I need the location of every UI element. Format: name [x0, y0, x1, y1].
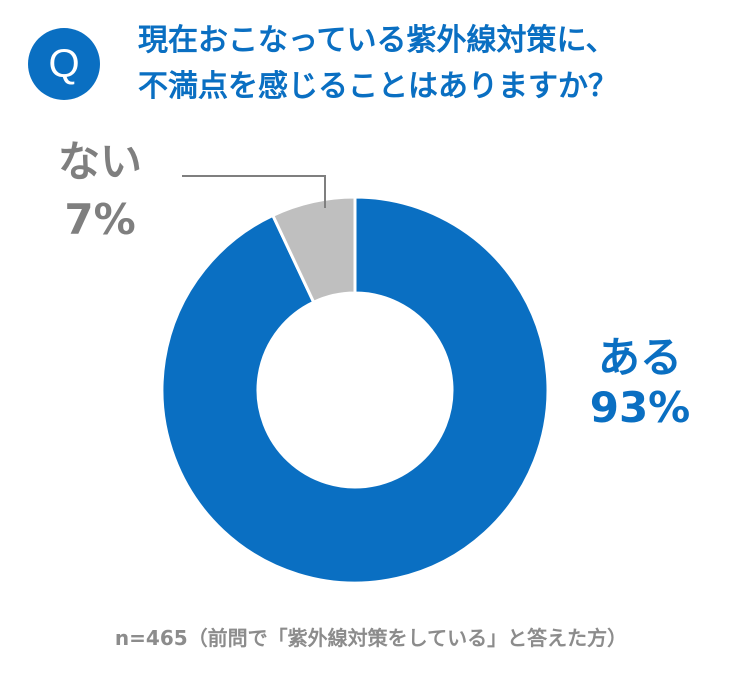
slice-nai	[270, 195, 357, 305]
question-badge-letter: Q	[48, 41, 80, 86]
leader-line-nai	[182, 175, 326, 208]
question-title: 現在おこなっている紫外線対策に、 不満点を感じることはありますか？	[138, 18, 728, 110]
donut-slices	[160, 195, 550, 585]
slice-label-aru: ある	[598, 333, 682, 382]
question-title-line-2: 不満点を感じることはありますか？	[138, 69, 618, 104]
slice-value-aru: 93%	[590, 383, 691, 432]
sample-size-note: n=465（前問で「紫外線対策をしている」と答えた方）	[114, 626, 628, 650]
donut-labels: ある 93% ない 7%	[58, 137, 690, 432]
question-badge: Q	[28, 28, 100, 100]
slice-label-nai: ない	[58, 137, 142, 186]
question-title-line-1: 現在おこなっている紫外線対策に、	[138, 23, 616, 58]
slice-aru	[160, 195, 550, 585]
slice-value-nai: 7%	[64, 195, 135, 244]
